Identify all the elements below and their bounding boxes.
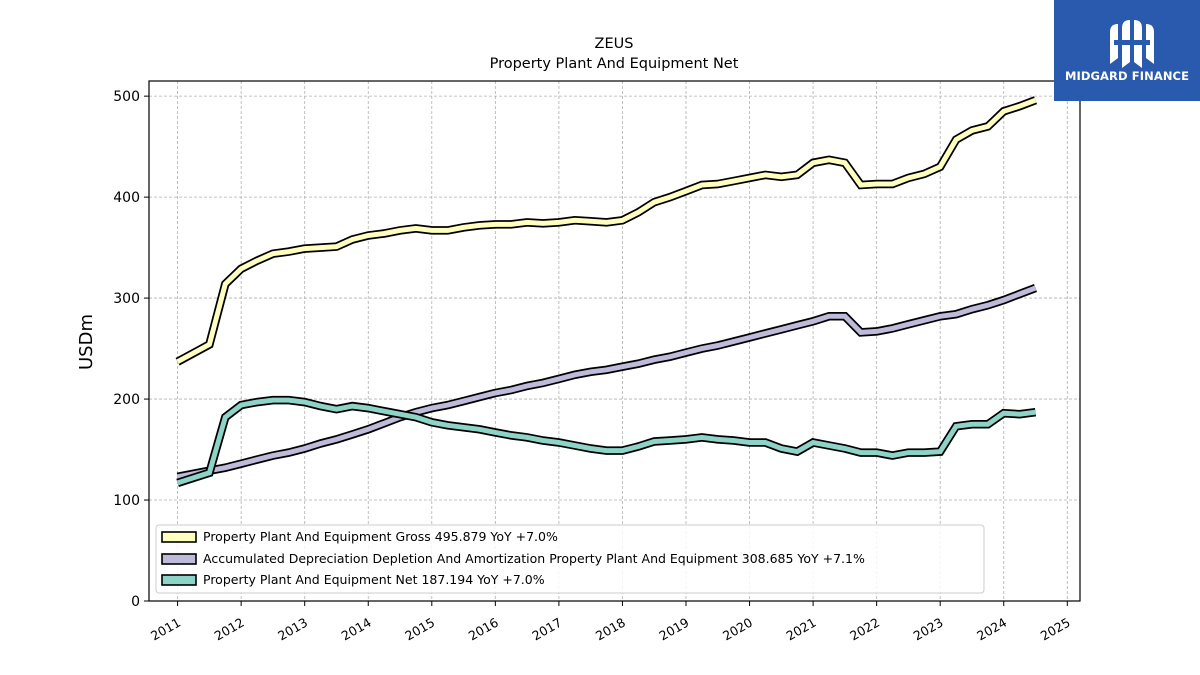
legend-box [155, 524, 985, 594]
chart-title: ZEUS [595, 36, 634, 52]
y-tick-label: 100 [113, 493, 140, 509]
y-tick-label: 400 [113, 190, 140, 206]
series-line-1 [177, 285, 1037, 480]
series-layer [175, 96, 1038, 487]
brand-logo: MIDGARD FINANCE [1054, 0, 1200, 101]
x-tick-label: 2023 [911, 615, 946, 644]
x-tick-label: 2017 [529, 615, 564, 644]
y-tick-label: 200 [113, 392, 140, 408]
legend-label-net: Property Plant And Equipment Net 187.194… [203, 572, 545, 587]
x-axis: 2011 2012 2013 2014 2015 2016 2017 2018 2019 2020… [148, 601, 1073, 644]
x-tick-label: 2021 [784, 615, 819, 644]
y-tick-label: 0 [131, 594, 140, 610]
series-line-0 [176, 97, 1037, 364]
legend-label-gross: Property Plant And Equipment Gross 495.8… [203, 529, 558, 544]
x-tick-label: 2018 [593, 615, 628, 644]
legend-swatch-gross [161, 531, 197, 543]
x-tick-label: 2016 [466, 615, 501, 644]
y-axis: 0 100 200 300 400 500 [113, 89, 149, 610]
x-tick-label: 2015 [402, 615, 437, 644]
legend-swatch-depreciation [161, 553, 197, 565]
grid [149, 81, 1080, 601]
legend-swatch-net [161, 574, 197, 586]
x-tick-label: 2019 [656, 615, 691, 644]
x-tick-label: 2025 [1038, 615, 1073, 644]
x-tick-label: 2024 [974, 615, 1009, 644]
x-tick-label: 2022 [847, 615, 882, 644]
chart-subtitle: Property Plant And Equipment Net [490, 56, 739, 72]
x-tick-label: 2012 [212, 615, 247, 644]
y-axis-label: USDm [76, 314, 97, 370]
legend-label-depreciation: Accumulated Depreciation Depletion And A… [203, 551, 865, 566]
brand-name: MIDGARD FINANCE [1064, 69, 1190, 83]
y-tick-label: 500 [113, 89, 140, 105]
x-tick-label: 2014 [339, 615, 374, 644]
brand-logo-icon [1110, 20, 1154, 68]
series-line-2 [176, 397, 1036, 486]
plot-frame [148, 80, 1081, 602]
y-tick-label: 300 [113, 291, 140, 307]
legend: Property Plant And Equipment Gross 495.8… [155, 524, 985, 594]
x-tick-label: 2013 [275, 615, 310, 644]
x-tick-label: 2020 [720, 615, 755, 644]
series-outline-2 [176, 395, 1037, 487]
x-tick-label: 2011 [148, 615, 183, 644]
